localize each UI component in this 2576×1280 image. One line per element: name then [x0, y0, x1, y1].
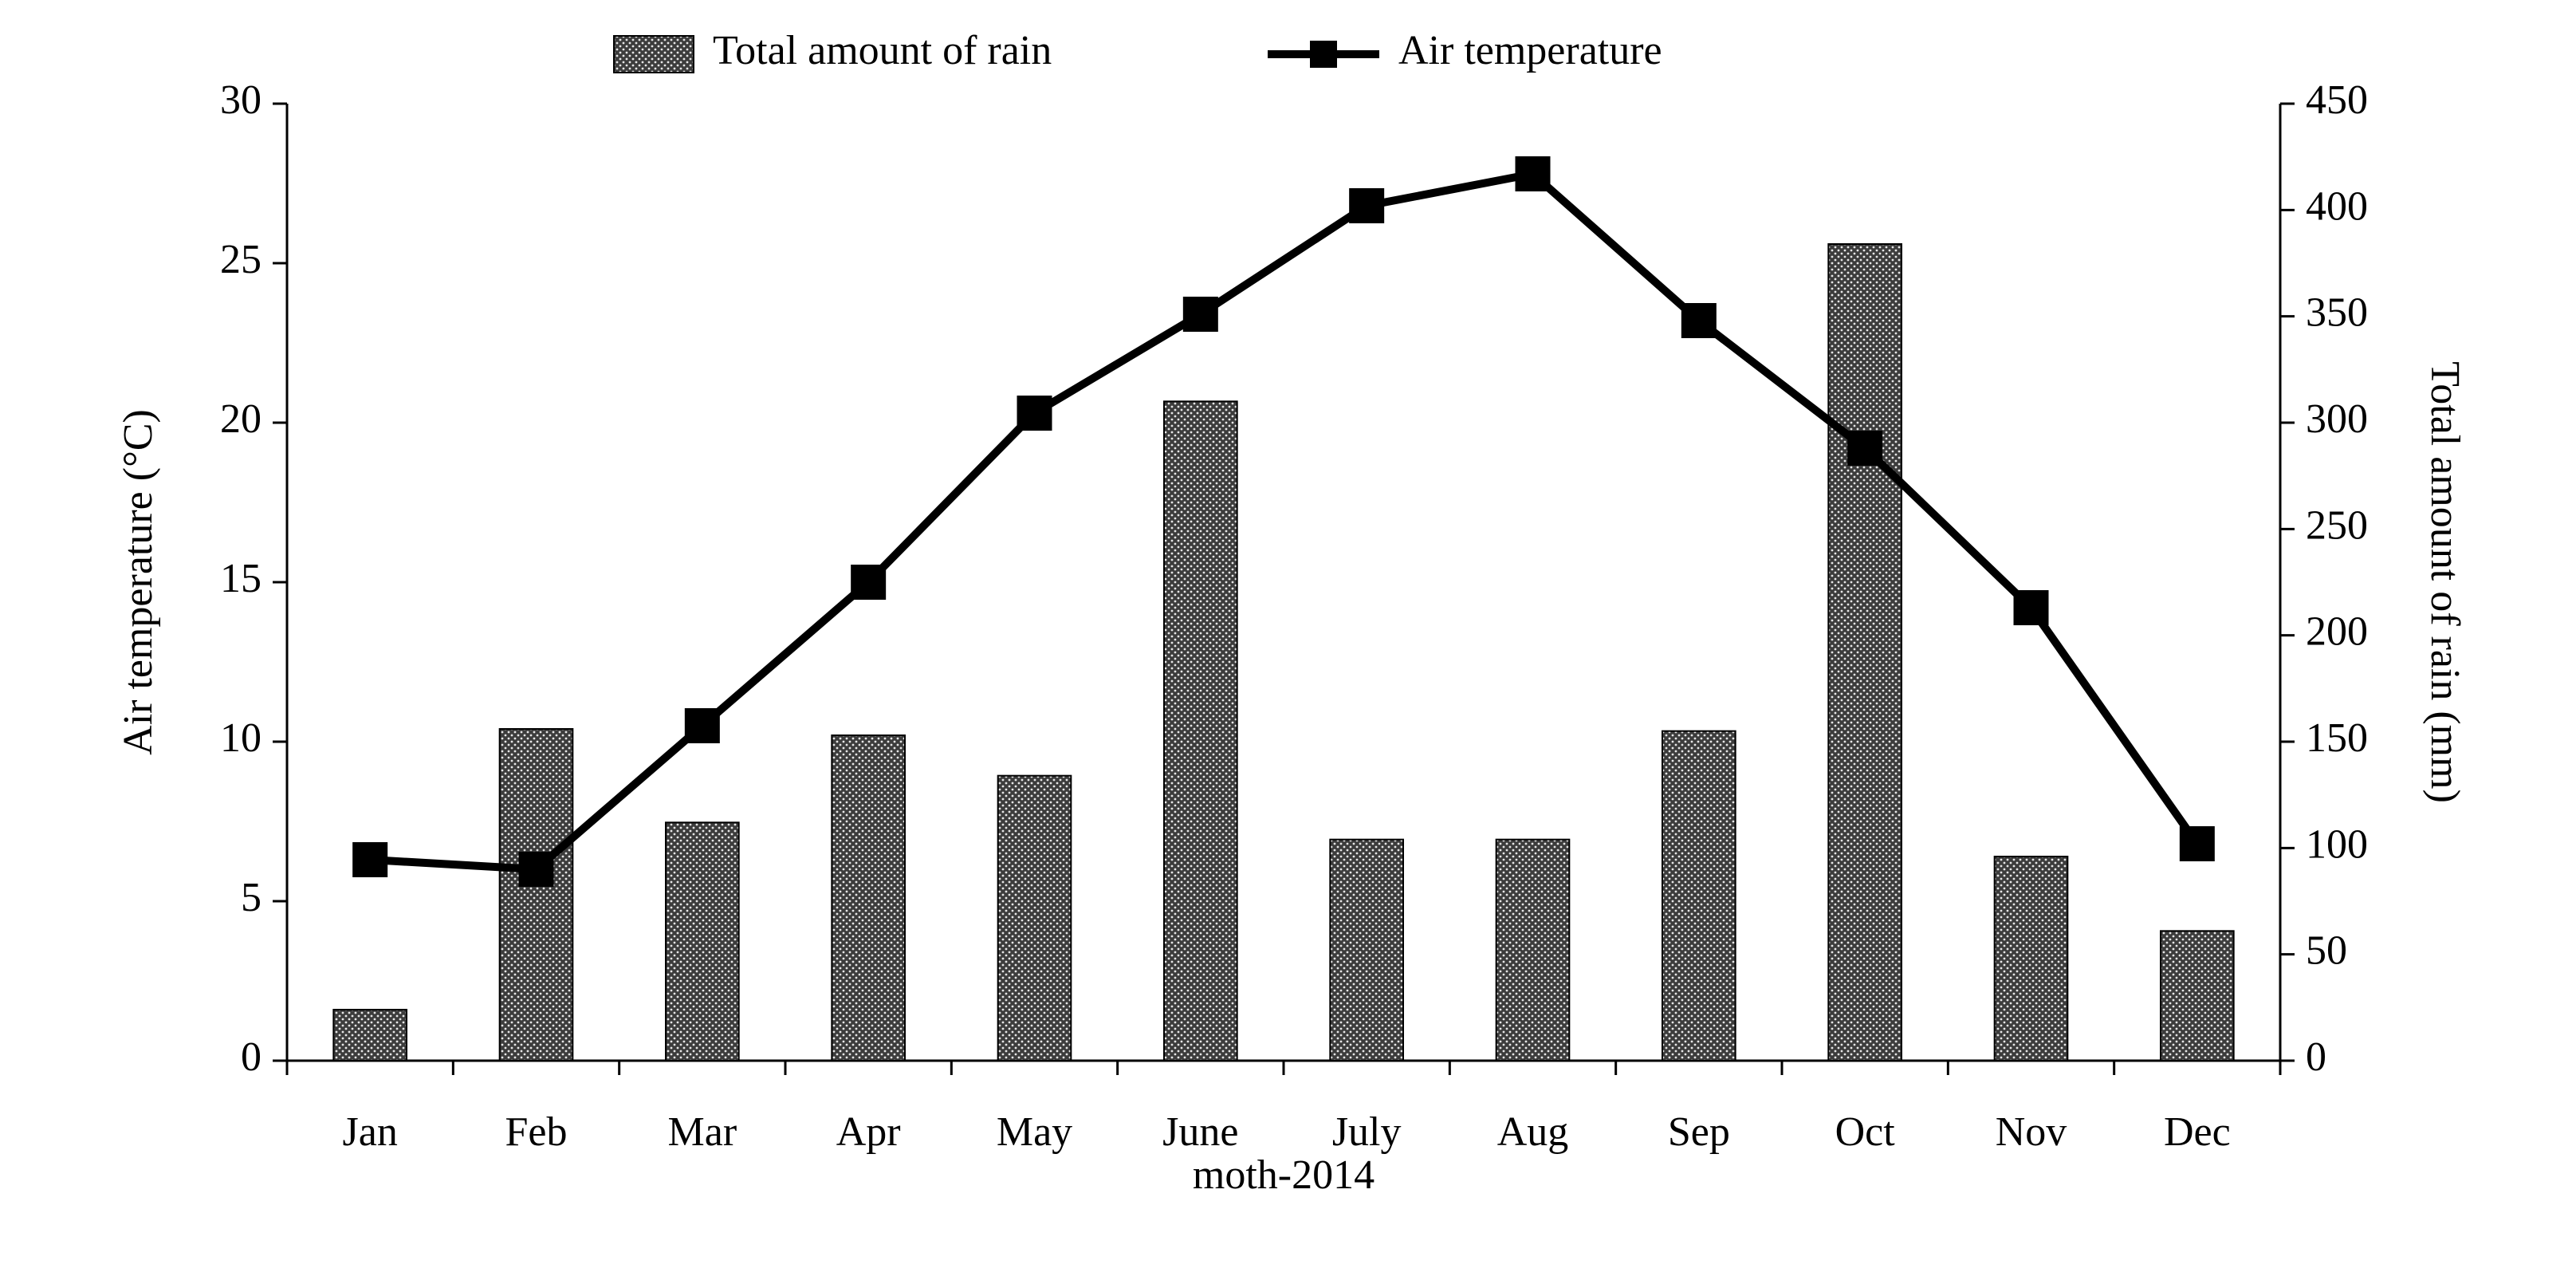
ytick-left-label: 5 — [241, 875, 262, 920]
legend-marker-temp — [1310, 41, 1337, 68]
ytick-right-label: 0 — [2306, 1034, 2326, 1080]
xtick-label: July — [1332, 1109, 1402, 1155]
xtick-label: Aug — [1497, 1109, 1569, 1155]
rain-bar — [2161, 931, 2234, 1061]
ytick-right-label: 200 — [2306, 609, 2368, 655]
xtick-label: Oct — [1835, 1109, 1896, 1155]
xtick-label: Jan — [343, 1109, 398, 1155]
ytick-right-label: 350 — [2306, 290, 2368, 336]
legend-label-rain: Total amount of rain — [713, 28, 1052, 73]
ytick-left-label: 25 — [220, 237, 262, 282]
rain-bar — [832, 735, 905, 1061]
temperature-marker — [1350, 189, 1383, 223]
climate-chart: 051015202530050100150200250300350400450J… — [0, 0, 2576, 1280]
rain-bar — [1828, 244, 1902, 1061]
rain-bar — [333, 1010, 407, 1061]
ytick-right-label: 400 — [2306, 183, 2368, 229]
ytick-left-label: 15 — [220, 556, 262, 601]
ytick-left-label: 30 — [220, 77, 262, 123]
temperature-marker — [851, 565, 885, 599]
chart-bg — [0, 0, 2576, 1280]
legend-label-temp: Air temperature — [1398, 28, 1662, 73]
temperature-marker — [1516, 157, 1550, 191]
temperature-marker — [2015, 591, 2048, 624]
xtick-label: May — [997, 1109, 1072, 1155]
temperature-marker — [1848, 431, 1882, 465]
ytick-right-label: 250 — [2306, 502, 2368, 548]
temperature-marker — [686, 709, 719, 742]
rain-bar — [1995, 857, 2068, 1061]
temperature-marker — [1018, 396, 1052, 430]
rain-bar — [1164, 401, 1237, 1061]
xtick-label: Feb — [505, 1109, 568, 1155]
ytick-right-label: 50 — [2306, 928, 2347, 974]
temperature-marker — [2181, 827, 2214, 861]
xtick-label: June — [1162, 1109, 1238, 1155]
x-axis-label: moth-2014 — [1193, 1152, 1375, 1198]
rain-bar — [1330, 840, 1403, 1061]
y-axis-right-label: Total amount of rain (mm) — [2422, 361, 2468, 803]
xtick-label: Dec — [2164, 1109, 2231, 1155]
y-axis-left-label: Air temperature (°C) — [116, 409, 161, 755]
temperature-marker — [1184, 297, 1217, 331]
ytick-right-label: 150 — [2306, 715, 2368, 761]
rain-bar — [1496, 840, 1570, 1061]
ytick-left-label: 10 — [220, 715, 262, 761]
legend-swatch-rain — [614, 36, 694, 73]
ytick-right-label: 450 — [2306, 77, 2368, 123]
xtick-label: Apr — [836, 1109, 901, 1155]
temperature-marker — [1682, 304, 1716, 337]
rain-bar — [998, 776, 1072, 1061]
xtick-label: Mar — [668, 1109, 737, 1155]
ytick-left-label: 0 — [241, 1034, 262, 1080]
ytick-left-label: 20 — [220, 396, 262, 442]
rain-bar — [1662, 731, 1736, 1061]
chart-svg: 051015202530050100150200250300350400450J… — [0, 0, 2576, 1280]
ytick-right-label: 100 — [2306, 821, 2368, 867]
xtick-label: Nov — [1996, 1109, 2067, 1155]
xtick-label: Sep — [1668, 1109, 1730, 1155]
temperature-marker — [353, 843, 387, 876]
rain-bar — [500, 729, 573, 1061]
ytick-right-label: 300 — [2306, 396, 2368, 442]
rain-bar — [666, 822, 739, 1061]
temperature-marker — [520, 853, 553, 886]
